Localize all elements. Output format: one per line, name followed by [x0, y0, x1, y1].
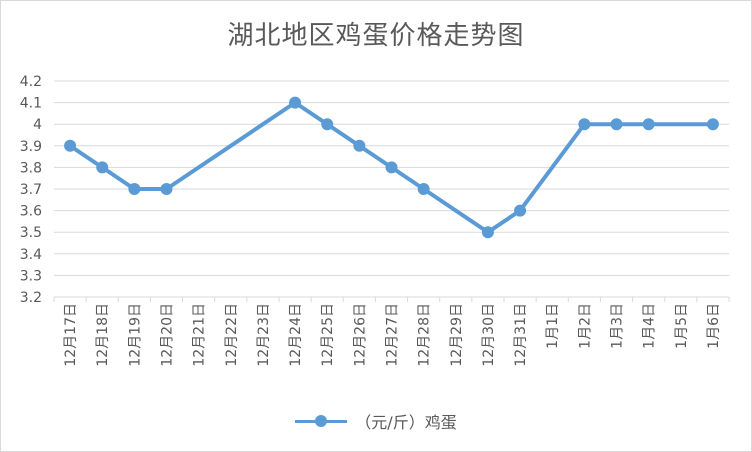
x-tick-label: 12月27日	[385, 303, 401, 367]
x-tick-label: 12月28日	[417, 303, 433, 367]
chart-title: 湖北地区鸡蛋价格走势图	[227, 21, 525, 51]
y-tick-label: 3.3	[20, 268, 42, 284]
y-tick-label: 3.8	[20, 160, 42, 176]
y-tick-label: 3.7	[20, 182, 42, 198]
data-point	[578, 118, 591, 131]
x-tick-label: 12月24日	[288, 303, 304, 367]
x-tick-label: 1月5日	[674, 303, 690, 349]
x-tick-label: 12月29日	[449, 303, 465, 367]
y-tick-label: 4	[33, 117, 42, 133]
y-tick-label: 3.9	[20, 139, 42, 155]
x-tick-label: 1月2日	[577, 303, 593, 349]
data-point	[481, 226, 494, 239]
data-point	[96, 161, 109, 174]
x-tick-label: 12月26日	[352, 303, 368, 367]
x-tick-label: 12月22日	[224, 303, 240, 367]
legend-label: （元/斤）鸡蛋	[355, 413, 457, 432]
data-point	[385, 161, 398, 174]
x-tick-label: 12月18日	[95, 303, 111, 367]
data-point	[128, 183, 141, 195]
legend: （元/斤）鸡蛋	[1, 409, 751, 433]
x-tick-label: 12月20日	[160, 303, 176, 367]
y-tick-label: 4.2	[20, 74, 42, 90]
data-point	[706, 118, 719, 131]
data-point	[321, 118, 334, 131]
x-tick-label: 12月31日	[513, 303, 529, 367]
y-tick-label: 3.5	[20, 225, 42, 241]
legend-swatch	[295, 411, 348, 431]
data-point	[514, 204, 527, 217]
x-tick-label: 12月17日	[63, 303, 79, 367]
y-tick-label: 3.4	[20, 247, 42, 263]
x-tick-label: 12月21日	[192, 303, 208, 367]
y-tick-label: 3.6	[20, 204, 42, 220]
data-point	[417, 183, 430, 195]
x-tick-label: 12月25日	[320, 303, 336, 367]
data-point	[289, 96, 302, 109]
y-tick-label: 3.2	[20, 290, 42, 306]
x-tick-label: 12月19日	[127, 303, 143, 367]
data-point	[64, 139, 77, 152]
y-tick-label: 4.1	[20, 96, 42, 112]
data-point	[160, 183, 173, 195]
data-point	[642, 118, 655, 131]
x-tick-label: 1月6日	[706, 303, 722, 349]
data-point	[610, 118, 623, 131]
x-tick-label: 12月23日	[256, 303, 272, 367]
x-tick-label: 1月3日	[610, 303, 626, 349]
x-tick-label: 1月4日	[642, 303, 658, 349]
data-point	[353, 139, 366, 152]
x-tick-label: 1月1日	[545, 303, 561, 349]
x-tick-label: 12月30日	[481, 303, 497, 367]
